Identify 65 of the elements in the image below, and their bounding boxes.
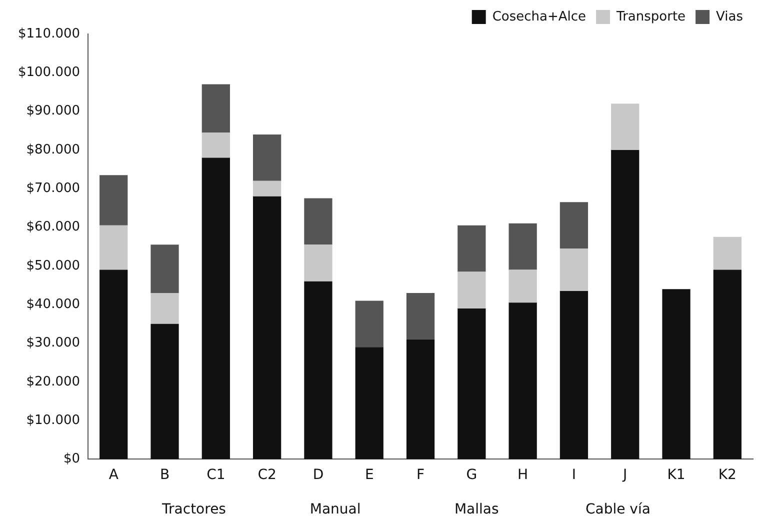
y-tick-label: $60.000 xyxy=(26,220,80,235)
bar xyxy=(252,134,282,181)
bar xyxy=(150,244,179,293)
x-tick-label: K1 xyxy=(667,467,686,484)
text: Mallas xyxy=(454,502,499,518)
bar xyxy=(150,292,179,324)
x-tick-label: H xyxy=(518,467,528,484)
bar xyxy=(304,244,332,282)
y-tick-label: $20.000 xyxy=(26,374,80,390)
bar xyxy=(202,84,230,133)
bar xyxy=(713,236,742,270)
bar xyxy=(508,223,537,270)
bar xyxy=(662,289,690,460)
bar xyxy=(458,308,486,460)
bar xyxy=(560,202,588,249)
bar xyxy=(355,300,384,348)
bar xyxy=(713,270,742,460)
x-tick-label: J xyxy=(622,467,628,484)
bar xyxy=(560,248,588,292)
bar xyxy=(406,339,435,460)
bar xyxy=(508,270,537,303)
y-tick-label: $30.000 xyxy=(26,336,80,351)
y-tick-label: $100.000 xyxy=(18,65,80,80)
bar xyxy=(202,132,230,158)
bar xyxy=(508,302,537,460)
y-tick-label: $80.000 xyxy=(26,142,80,158)
y-tick-label: $0 xyxy=(63,452,80,467)
legend-label: Cosecha+Alce xyxy=(492,9,586,24)
x-tick-label: I xyxy=(572,467,576,484)
x-tick-label: C1 xyxy=(206,467,226,484)
legend-label: Vias xyxy=(716,9,744,24)
bar xyxy=(202,158,230,460)
text: Cable vía xyxy=(585,502,650,518)
bar xyxy=(355,347,384,460)
y-tick-label: $110.000 xyxy=(18,26,80,42)
x-tick-label: C2 xyxy=(258,467,276,484)
bar xyxy=(252,180,282,196)
x-tick-label: K2 xyxy=(718,467,736,484)
bar xyxy=(560,291,588,460)
y-tick-label: $50.000 xyxy=(26,258,80,274)
text: Tractores xyxy=(161,502,226,518)
x-tick-label: E xyxy=(364,467,374,484)
text: Manual xyxy=(310,502,361,518)
y-tick-label: $10.000 xyxy=(26,412,80,428)
x-tick-label: B xyxy=(160,467,170,484)
y-tick-label: $40.000 xyxy=(26,296,80,312)
y-tick-label: $70.000 xyxy=(26,180,80,196)
x-tick-label: A xyxy=(108,467,119,484)
y-tick-label: $90.000 xyxy=(26,104,80,119)
bar xyxy=(458,272,486,308)
bar xyxy=(252,196,282,460)
legend-label: Transporte xyxy=(616,9,686,24)
bar xyxy=(406,292,435,340)
bar xyxy=(100,270,128,460)
bar xyxy=(100,225,128,270)
bar xyxy=(150,324,179,460)
bar xyxy=(304,281,332,460)
bar xyxy=(304,198,332,245)
x-tick-label: D xyxy=(312,467,324,484)
bar xyxy=(458,225,486,272)
x-tick-label: F xyxy=(416,467,425,484)
bar xyxy=(100,175,128,226)
bar xyxy=(611,104,640,150)
bar xyxy=(611,150,640,460)
x-tick-label: G xyxy=(466,467,478,484)
